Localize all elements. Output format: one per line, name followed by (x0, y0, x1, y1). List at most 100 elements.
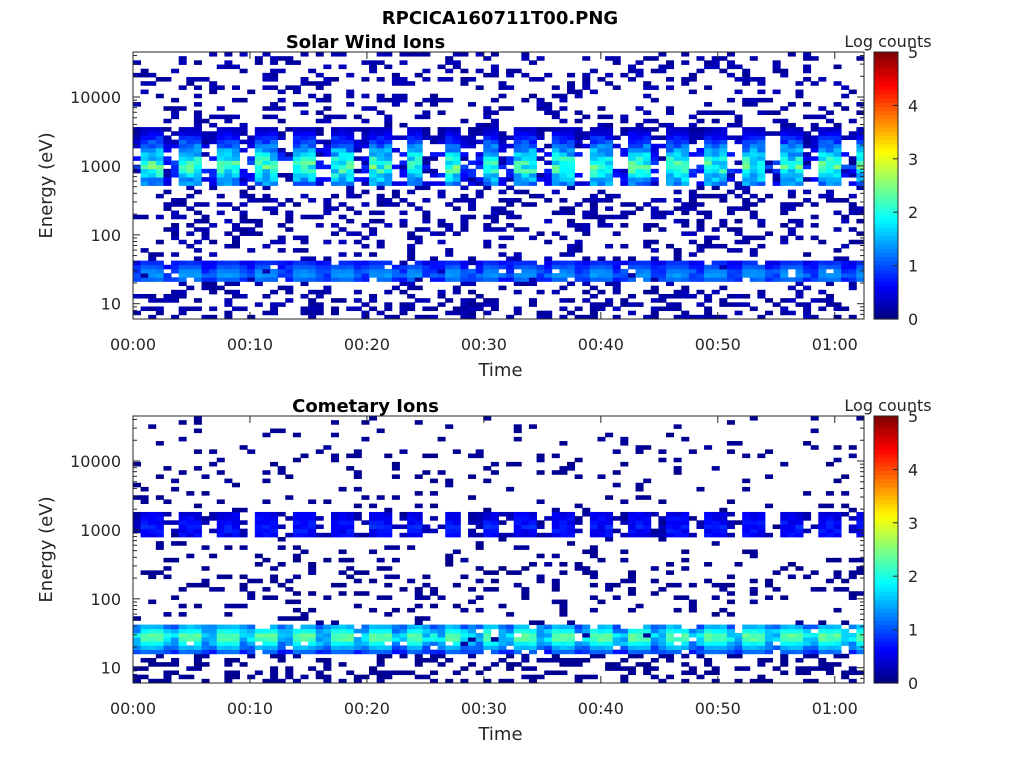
heatmap-cell (772, 172, 781, 178)
heatmap-cell (612, 285, 621, 291)
heatmap-cell (765, 474, 774, 479)
heatmap-cell (506, 570, 515, 575)
heatmap-cell (551, 110, 560, 115)
heatmap-cell (315, 637, 324, 642)
heatmap-cell (536, 532, 545, 538)
heatmap-cell (681, 678, 690, 684)
heatmap-cell (155, 645, 164, 651)
heatmap-cell (239, 641, 248, 646)
heatmap-cell (391, 264, 400, 270)
heatmap-cell (475, 520, 484, 525)
heatmap-cell (833, 645, 842, 651)
heatmap-cell (841, 273, 850, 278)
panel-title: Solar Wind Ions (286, 32, 445, 53)
heatmap-cell (673, 139, 682, 145)
heatmap-cell (795, 273, 804, 278)
heatmap-cell (780, 670, 789, 676)
heatmap-cell (369, 645, 378, 651)
heatmap-cell (353, 147, 362, 153)
heatmap-cell (803, 645, 812, 651)
heatmap-cell (734, 239, 743, 245)
heatmap-cell (193, 628, 202, 634)
heatmap-cell (841, 260, 850, 266)
colorbar-segment (874, 273, 898, 278)
heatmap-cell (407, 231, 416, 236)
heatmap-cell (399, 77, 408, 82)
heatmap-cell (551, 210, 560, 216)
heatmap-cell (323, 152, 332, 157)
heatmap-cell (658, 260, 667, 266)
heatmap-cell (833, 181, 842, 186)
heatmap-cell (521, 135, 530, 141)
heatmap-cell (825, 198, 834, 203)
heatmap-cell (681, 52, 690, 57)
heatmap-cell (513, 524, 522, 530)
heatmap-cell (567, 135, 576, 141)
heatmap-cell (407, 160, 416, 166)
heatmap-cell (726, 168, 735, 174)
heatmap-cell (483, 152, 492, 157)
heatmap-cell (452, 60, 461, 65)
heatmap-cell (231, 164, 240, 170)
heatmap-cell (696, 653, 705, 659)
heatmap-cell (201, 491, 210, 496)
heatmap-cell (650, 637, 659, 642)
heatmap-cell (818, 289, 827, 295)
heatmap-cell (506, 172, 515, 178)
heatmap-cell (247, 89, 256, 95)
heatmap-cell (369, 135, 378, 141)
heatmap-cell (528, 641, 537, 646)
heatmap-cell (795, 289, 804, 295)
heatmap-cell (407, 202, 416, 207)
heatmap-cell (270, 641, 279, 646)
heatmap-cell (399, 532, 408, 538)
heatmap-cell (673, 466, 682, 471)
heatmap-cell (216, 131, 225, 136)
heatmap-cell (841, 491, 850, 496)
colorbar-segment (874, 235, 898, 241)
heatmap-cell (445, 97, 454, 103)
heatmap-cell (704, 578, 713, 584)
heatmap-cell (285, 218, 294, 224)
heatmap-cell (772, 637, 781, 642)
heatmap-cell (247, 624, 256, 630)
heatmap-cell (673, 156, 682, 161)
heatmap-cell (483, 135, 492, 141)
heatmap-cell (361, 164, 370, 170)
heatmap-cell (589, 147, 598, 153)
heatmap-cell (833, 177, 842, 182)
heatmap-cell (209, 135, 218, 141)
heatmap-cell (224, 164, 233, 170)
heatmap-cell (422, 641, 431, 646)
heatmap-cell (178, 198, 187, 203)
heatmap-cell (231, 482, 240, 488)
heatmap-cell (666, 562, 675, 567)
heatmap-cell (429, 273, 438, 278)
heatmap-cell (483, 264, 492, 270)
heatmap-cell (627, 177, 636, 182)
heatmap-cell (414, 503, 423, 509)
heatmap-cell (818, 143, 827, 149)
heatmap-cell (171, 520, 180, 525)
heatmap-cell (407, 189, 416, 195)
heatmap-cell (757, 77, 766, 82)
heatmap-cell (833, 570, 842, 575)
heatmap-cell (239, 210, 248, 216)
heatmap-cell (787, 164, 796, 170)
heatmap-cell (650, 260, 659, 266)
heatmap-cell (323, 641, 332, 646)
heatmap-cell (209, 449, 218, 454)
heatmap-cell (490, 587, 499, 592)
heatmap-cell (369, 637, 378, 642)
heatmap-cell (155, 214, 164, 220)
heatmap-cell (209, 168, 218, 174)
heatmap-cell (528, 628, 537, 634)
heatmap-cell (635, 264, 644, 270)
heatmap-cell (559, 441, 568, 446)
heatmap-cell (635, 122, 644, 128)
heatmap-cell (429, 264, 438, 270)
heatmap-cell (627, 607, 636, 613)
heatmap-cell (308, 277, 317, 282)
heatmap-cell (605, 582, 614, 588)
heatmap-cell (163, 678, 172, 684)
